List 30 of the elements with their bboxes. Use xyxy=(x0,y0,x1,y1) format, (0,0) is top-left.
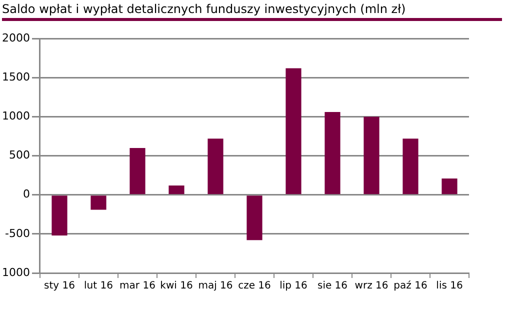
chart-title: Saldo wpłat i wypłat detalicznych funduszy inwestycyjnych (mln zł) xyxy=(2,2,502,21)
x-tick-label: lis 16 xyxy=(436,280,463,292)
y-tick-label: 1000 xyxy=(2,266,30,279)
y-tick-label: 1500 xyxy=(2,70,30,84)
x-tick-label: lip 16 xyxy=(280,280,308,292)
x-tick-label: wrz 16 xyxy=(354,280,388,292)
x-tick-label: kwi 16 xyxy=(160,280,193,292)
x-tick-label: lut 16 xyxy=(84,280,113,292)
bar xyxy=(90,196,106,210)
y-tick-label: 2000 xyxy=(2,31,30,44)
y-tick-label: 500 xyxy=(8,148,30,162)
bar xyxy=(286,68,302,194)
bar xyxy=(324,112,340,194)
x-tick-label: sty 16 xyxy=(44,280,75,292)
bar xyxy=(208,138,224,194)
bar xyxy=(402,138,418,194)
bar xyxy=(246,196,262,240)
x-tick-label: paź 16 xyxy=(394,280,428,292)
bar xyxy=(130,148,146,194)
bar xyxy=(168,185,184,194)
x-tick-label: sie 16 xyxy=(317,280,348,292)
y-tick-label: -500 xyxy=(5,226,30,240)
y-tick-label: 0 xyxy=(22,188,30,201)
bar xyxy=(52,196,68,236)
x-tick-label: maj 16 xyxy=(198,280,233,292)
x-tick-label: cze 16 xyxy=(238,280,271,292)
bar xyxy=(364,116,380,194)
x-tick-label: mar 16 xyxy=(120,280,156,292)
bar xyxy=(442,178,458,194)
y-tick-label: 1000 xyxy=(2,110,30,123)
